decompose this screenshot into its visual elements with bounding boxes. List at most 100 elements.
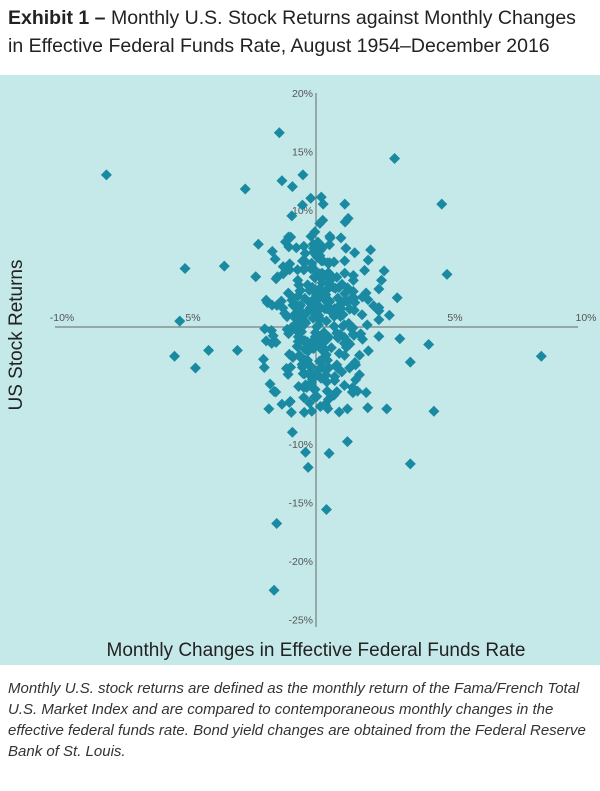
scatter-point [298,406,310,418]
scatter-points [100,127,547,596]
scatter-point [299,368,311,380]
scatter-point [169,350,181,362]
scatter-point [333,406,345,418]
scatter-point [332,332,344,344]
scatter-point [322,393,334,405]
scatter-point [317,198,329,210]
scatter-point [347,270,359,282]
scatter-point [391,292,403,304]
scatter-point [313,304,325,316]
scatter-point [292,290,304,302]
scatter-point [315,191,327,203]
scatter-point [257,353,269,365]
y-tick-label: 15% [292,147,313,159]
scatter-point [283,397,295,409]
scatter-point [286,181,298,193]
scatter-point [300,446,312,458]
scatter-point [320,504,332,516]
scatter-point [339,198,351,210]
x-tick-labels: -10% 5% 5% 10% [50,312,597,324]
y-tick-label: -10% [288,439,313,451]
scatter-point [302,461,314,473]
scatter-point [314,217,326,229]
scatter-point [348,292,360,304]
scatter-point [276,398,288,410]
scatter-point [331,271,343,283]
scatter-point [321,303,333,315]
scatter-point [311,321,323,333]
y-axis-label: US Stock Returns [6,260,27,411]
scatter-point [260,294,272,306]
scatter-point [296,199,308,211]
scatter-point [373,330,385,342]
chart-caption: Monthly U.S. stock returns are defined a… [8,680,586,760]
y-tick-label: 10% [292,205,313,217]
scatter-point [306,336,318,348]
scatter-point [331,359,343,371]
scatter-point [320,349,332,361]
scatter-point [329,375,341,387]
y-tick-label: -20% [288,556,313,568]
scatter-point [383,309,395,321]
scatter-point [277,268,289,280]
scatter-point [306,405,318,417]
scatter-point [342,212,354,224]
scatter-point [339,349,351,361]
scatter-point [264,378,276,390]
y-tick-label: 20% [292,88,313,100]
scatter-point [359,264,371,276]
scatter-point [179,263,191,274]
scatter-point [334,310,346,322]
scatter-point [307,284,319,296]
scatter-point [323,447,335,459]
scatter-point [423,339,435,351]
scatter-point [362,254,374,266]
scatter-point [315,272,327,284]
scatter-point [349,247,361,259]
title-exhibit-label: Exhibit 1 – [8,7,106,29]
scatter-point [250,271,262,283]
scatter-point [365,244,377,256]
scatter-point [293,279,305,291]
scatter-point [324,230,336,242]
scatter-point [100,169,112,181]
scatter-point [298,392,310,404]
scatter-point [295,326,307,338]
scatter-point [321,385,333,397]
scatter-point [307,246,319,258]
y-tick-labels: 20% 15% 10% -10% -15% -20% -25% [288,88,313,627]
scatter-point [284,258,296,270]
scatter-point [325,342,337,354]
scatter-point [339,287,351,299]
scatter-point [319,332,331,344]
scatter-point [298,381,310,393]
scatter-point [275,295,287,307]
scatter-point [373,314,385,326]
scatter-point [362,402,374,414]
scatter-point [266,245,278,257]
scatter-point [299,335,311,347]
scatter-point [239,183,251,195]
scatter-point [368,300,380,312]
scatter-point [270,273,282,285]
scatter-point [285,361,297,373]
chart-panel: -10% 5% 5% 10% 20% 15% 10% -10% -15% -20% -25% Mo… [0,75,600,665]
scatter-point [339,255,351,267]
scatter-point [360,387,372,399]
scatter-point [284,264,296,276]
scatter-point [252,238,264,250]
scatter-point [298,240,310,252]
scatter-point [309,383,321,395]
scatter-point [305,192,317,204]
scatter-point [203,344,215,356]
scatter-point [283,348,295,360]
scatter-point [350,374,362,386]
scatter-point [361,319,373,331]
scatter-point [296,353,308,365]
scatter-point [341,403,353,415]
scatter-point [340,242,352,254]
scatter-point [322,277,334,289]
scatter-point [389,153,401,165]
scatter-point [284,289,296,301]
scatter-point [277,302,289,314]
